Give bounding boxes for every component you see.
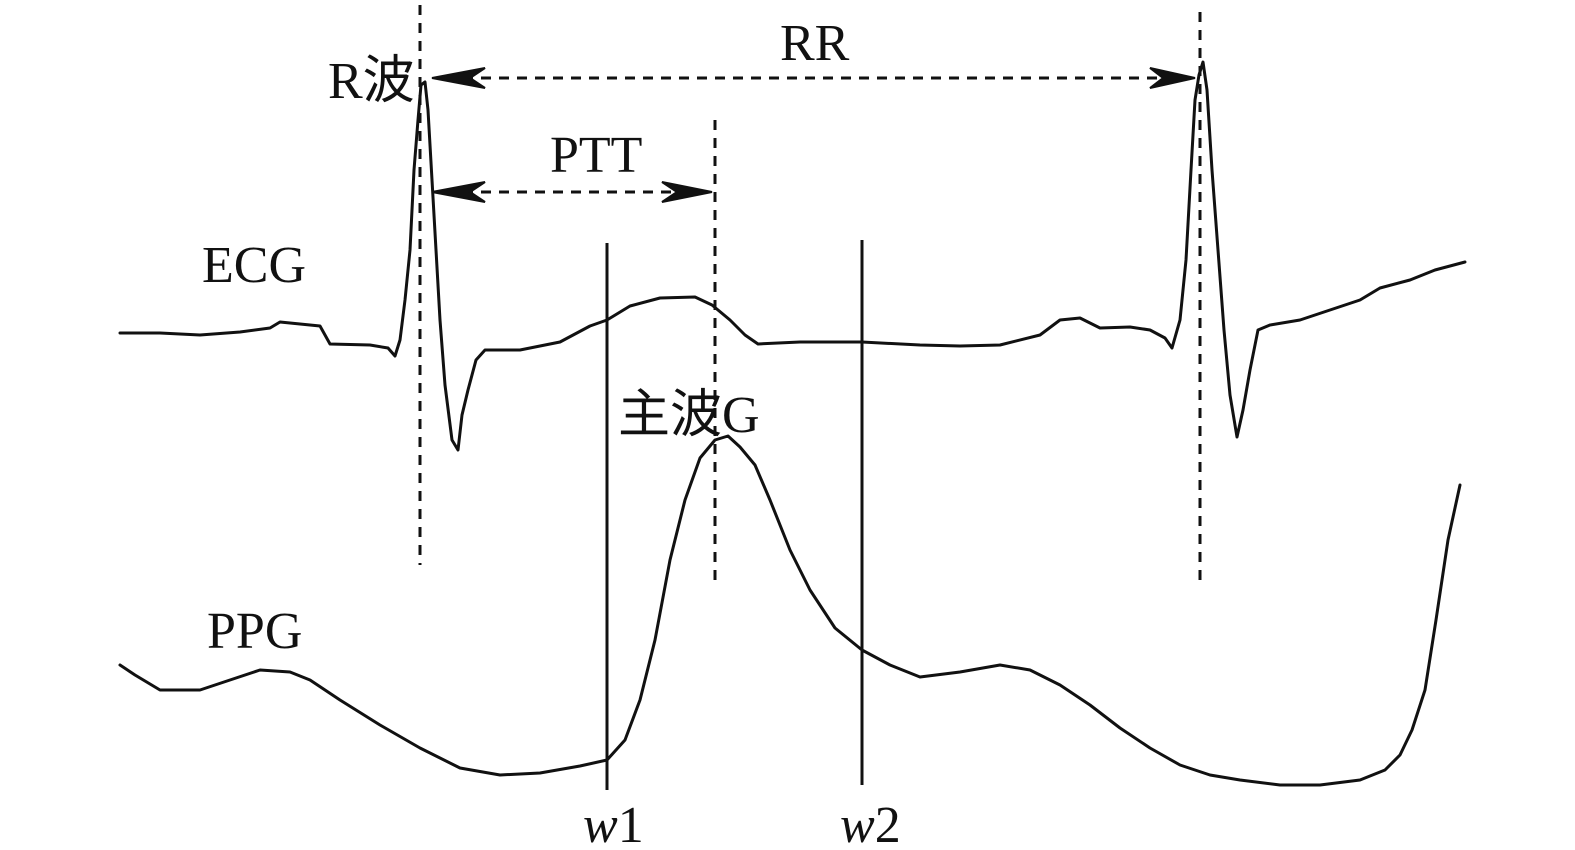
ppg-waveform [118,434,1462,787]
w2-number: 2 [875,797,901,850]
rr-left-arrowhead [431,67,486,89]
w2-letter: w [840,797,875,850]
rr-right-arrowhead [1149,67,1196,89]
ecg-waveform [118,60,1467,452]
ptt-label: PTT [550,127,642,184]
ecg-label: ECG [202,237,306,294]
w1-number: 1 [618,797,644,850]
w2-label: w2 [840,797,901,850]
rr-label: RR [780,15,850,72]
w1-label: w1 [583,797,644,850]
main-wave-label: 主波G [618,387,760,444]
w1-letter: w [583,797,618,850]
ppg-label: PPG [207,603,302,660]
ptt-right-arrowhead [661,181,713,203]
r-wave-label: R波 [328,53,415,110]
ptt-left-arrowhead [431,181,486,203]
